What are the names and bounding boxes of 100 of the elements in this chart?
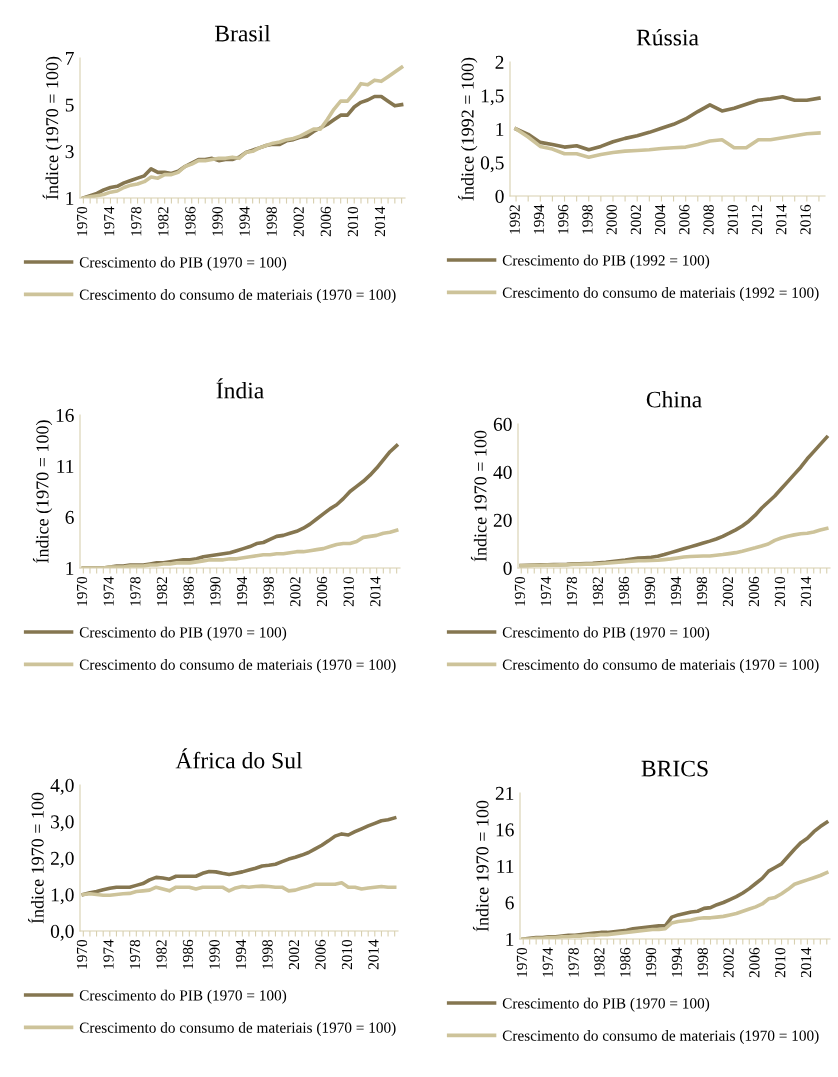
x-tick-label: 1998 [263,576,274,606]
y-axis-title: Índice (1992 = 100) [458,57,478,201]
x-tick-label: 1998 [266,206,277,236]
x-tick-label: 1994 [671,947,683,977]
legend-label: Crescimento do PIB (1970 = 100) [79,626,287,641]
y-tick-label: 0 [503,561,512,575]
y-tick-label: 1 [496,122,504,136]
x-tick-label: 2016 [800,204,811,235]
y-tick-label: 7 [66,52,74,65]
chart-title: Rússia [636,28,699,46]
line-series [514,127,821,159]
x-tick-label: 1982 [156,577,168,606]
x-tick-label: 1978 [566,576,578,606]
x-tick-label: 1970 [514,576,526,606]
x-tick-label: 2006 [316,576,328,607]
x-tick-label: 2010 [347,206,359,237]
y-axis-title: Índice 1970 = 100 [28,792,44,924]
x-tick-label: 2002 [290,577,301,607]
x-tick-label: 2014 [370,576,381,607]
y-tick-label: 6 [65,510,74,524]
x-tick-label: 1978 [129,939,141,969]
y-tick-label: 3 [65,145,74,159]
x-tick-label: 1970 [516,947,528,977]
y-tick-label: 20 [493,513,512,527]
x-tick-label: 2010 [727,204,738,235]
x-tick-label: 1996 [558,204,569,234]
x-tick-label: 1982 [594,948,605,977]
y-tick-label: 16 [56,408,74,422]
x-tick-label: 1986 [618,576,630,606]
chart-title: Índia [216,378,264,399]
x-tick-label: 2006 [320,206,331,237]
x-tick-label: 1990 [645,947,657,977]
x-tick-label: 1974 [103,576,114,606]
x-tick-label: 1990 [644,576,656,606]
legend-label: Crescimento do PIB (1970 = 100) [79,989,287,1004]
y-tick-label: 1 [66,191,74,205]
x-tick-label: 1986 [183,576,194,606]
legend-label: Crescimento do PIB (1970 = 100) [502,626,710,641]
x-tick-label: 2014 [368,939,379,970]
y-tick-label: 2,0 [50,851,74,868]
x-tick-label: 2010 [774,576,786,607]
x-tick-label: 1994 [670,576,682,606]
line-series [81,881,397,898]
x-tick-label: 1990 [212,206,223,236]
x-tick-label: 1970 [76,576,88,606]
x-tick-label: 1990 [209,939,220,969]
x-tick-label: 1998 [582,204,593,234]
y-tick-label: 11 [497,859,514,873]
y-tick-label: 11 [57,459,74,473]
x-tick-label: 2002 [722,577,734,607]
x-tick-label: 1970 [76,939,88,969]
x-tick-label: 1978 [131,206,142,236]
y-tick-label: 6 [505,896,514,910]
x-tick-label: 2000 [606,204,617,235]
y-axis-title: Índice (1970 = 100) [32,420,53,563]
x-tick-label: 1974 [104,206,115,236]
x-tick-label: 1998 [696,576,708,606]
chart-title: Brasil [214,24,271,42]
y-tick-label: 4,0 [50,778,74,795]
y-tick-label: 2 [495,55,504,69]
x-tick-label: 1978 [130,576,141,606]
y-tick-label: 5 [65,98,74,112]
y-tick-label: 1,0 [51,888,74,905]
y-tick-label: 60 [493,417,512,431]
chart-title: China [646,390,702,408]
x-tick-label: 2002 [288,940,300,970]
legend-label: Crescimento do consumo de materiais (1970 = 100) [502,659,819,673]
x-tick-label: 2004 [654,204,666,235]
x-tick-label: 2006 [679,204,690,235]
y-tick-label: 3,0 [51,815,74,832]
x-tick-label: 1994 [239,206,250,236]
x-tick-label: 2006 [315,939,326,970]
y-tick-label: 21 [495,786,514,800]
y-axis-title: Índice 1970 = 100 [472,800,489,932]
x-tick-label: 2014 [374,206,386,237]
x-tick-label: 1974 [103,939,114,969]
x-tick-label: 1974 [540,576,552,606]
legend-label: Crescimento do consumo de materiais (1992 = 100) [502,287,819,301]
legend-label: Crescimento do PIB (1992 = 100) [502,254,710,269]
x-tick-label: 1982 [592,577,604,606]
legend-label: Crescimento do consumo de materiais (1970 = 100) [79,289,396,303]
x-tick-label: 2012 [751,205,763,235]
x-tick-label: 1994 [236,576,248,606]
x-tick-label: 1994 [235,939,247,969]
y-tick-label: 40 [493,465,512,479]
x-tick-label: 1982 [158,207,169,236]
y-tick-label: 1 [506,932,514,946]
x-tick-label: 1986 [620,947,631,977]
legend-label: Crescimento do PIB (1970 = 100) [79,256,287,271]
x-tick-label: 1974 [542,947,553,977]
x-tick-label: 1978 [568,947,579,977]
x-tick-label: 1982 [156,940,167,969]
x-tick-label: 2002 [630,205,642,235]
x-tick-label: 2014 [800,576,812,607]
x-tick-label: 2014 [800,947,812,978]
line-series [81,816,397,897]
x-tick-label: 1998 [697,947,708,977]
legend-label: Crescimento do consumo de materiais (1970 = 100) [502,1030,819,1044]
x-tick-label: 1998 [262,939,273,969]
y-tick-label: 1,5 [481,89,504,106]
